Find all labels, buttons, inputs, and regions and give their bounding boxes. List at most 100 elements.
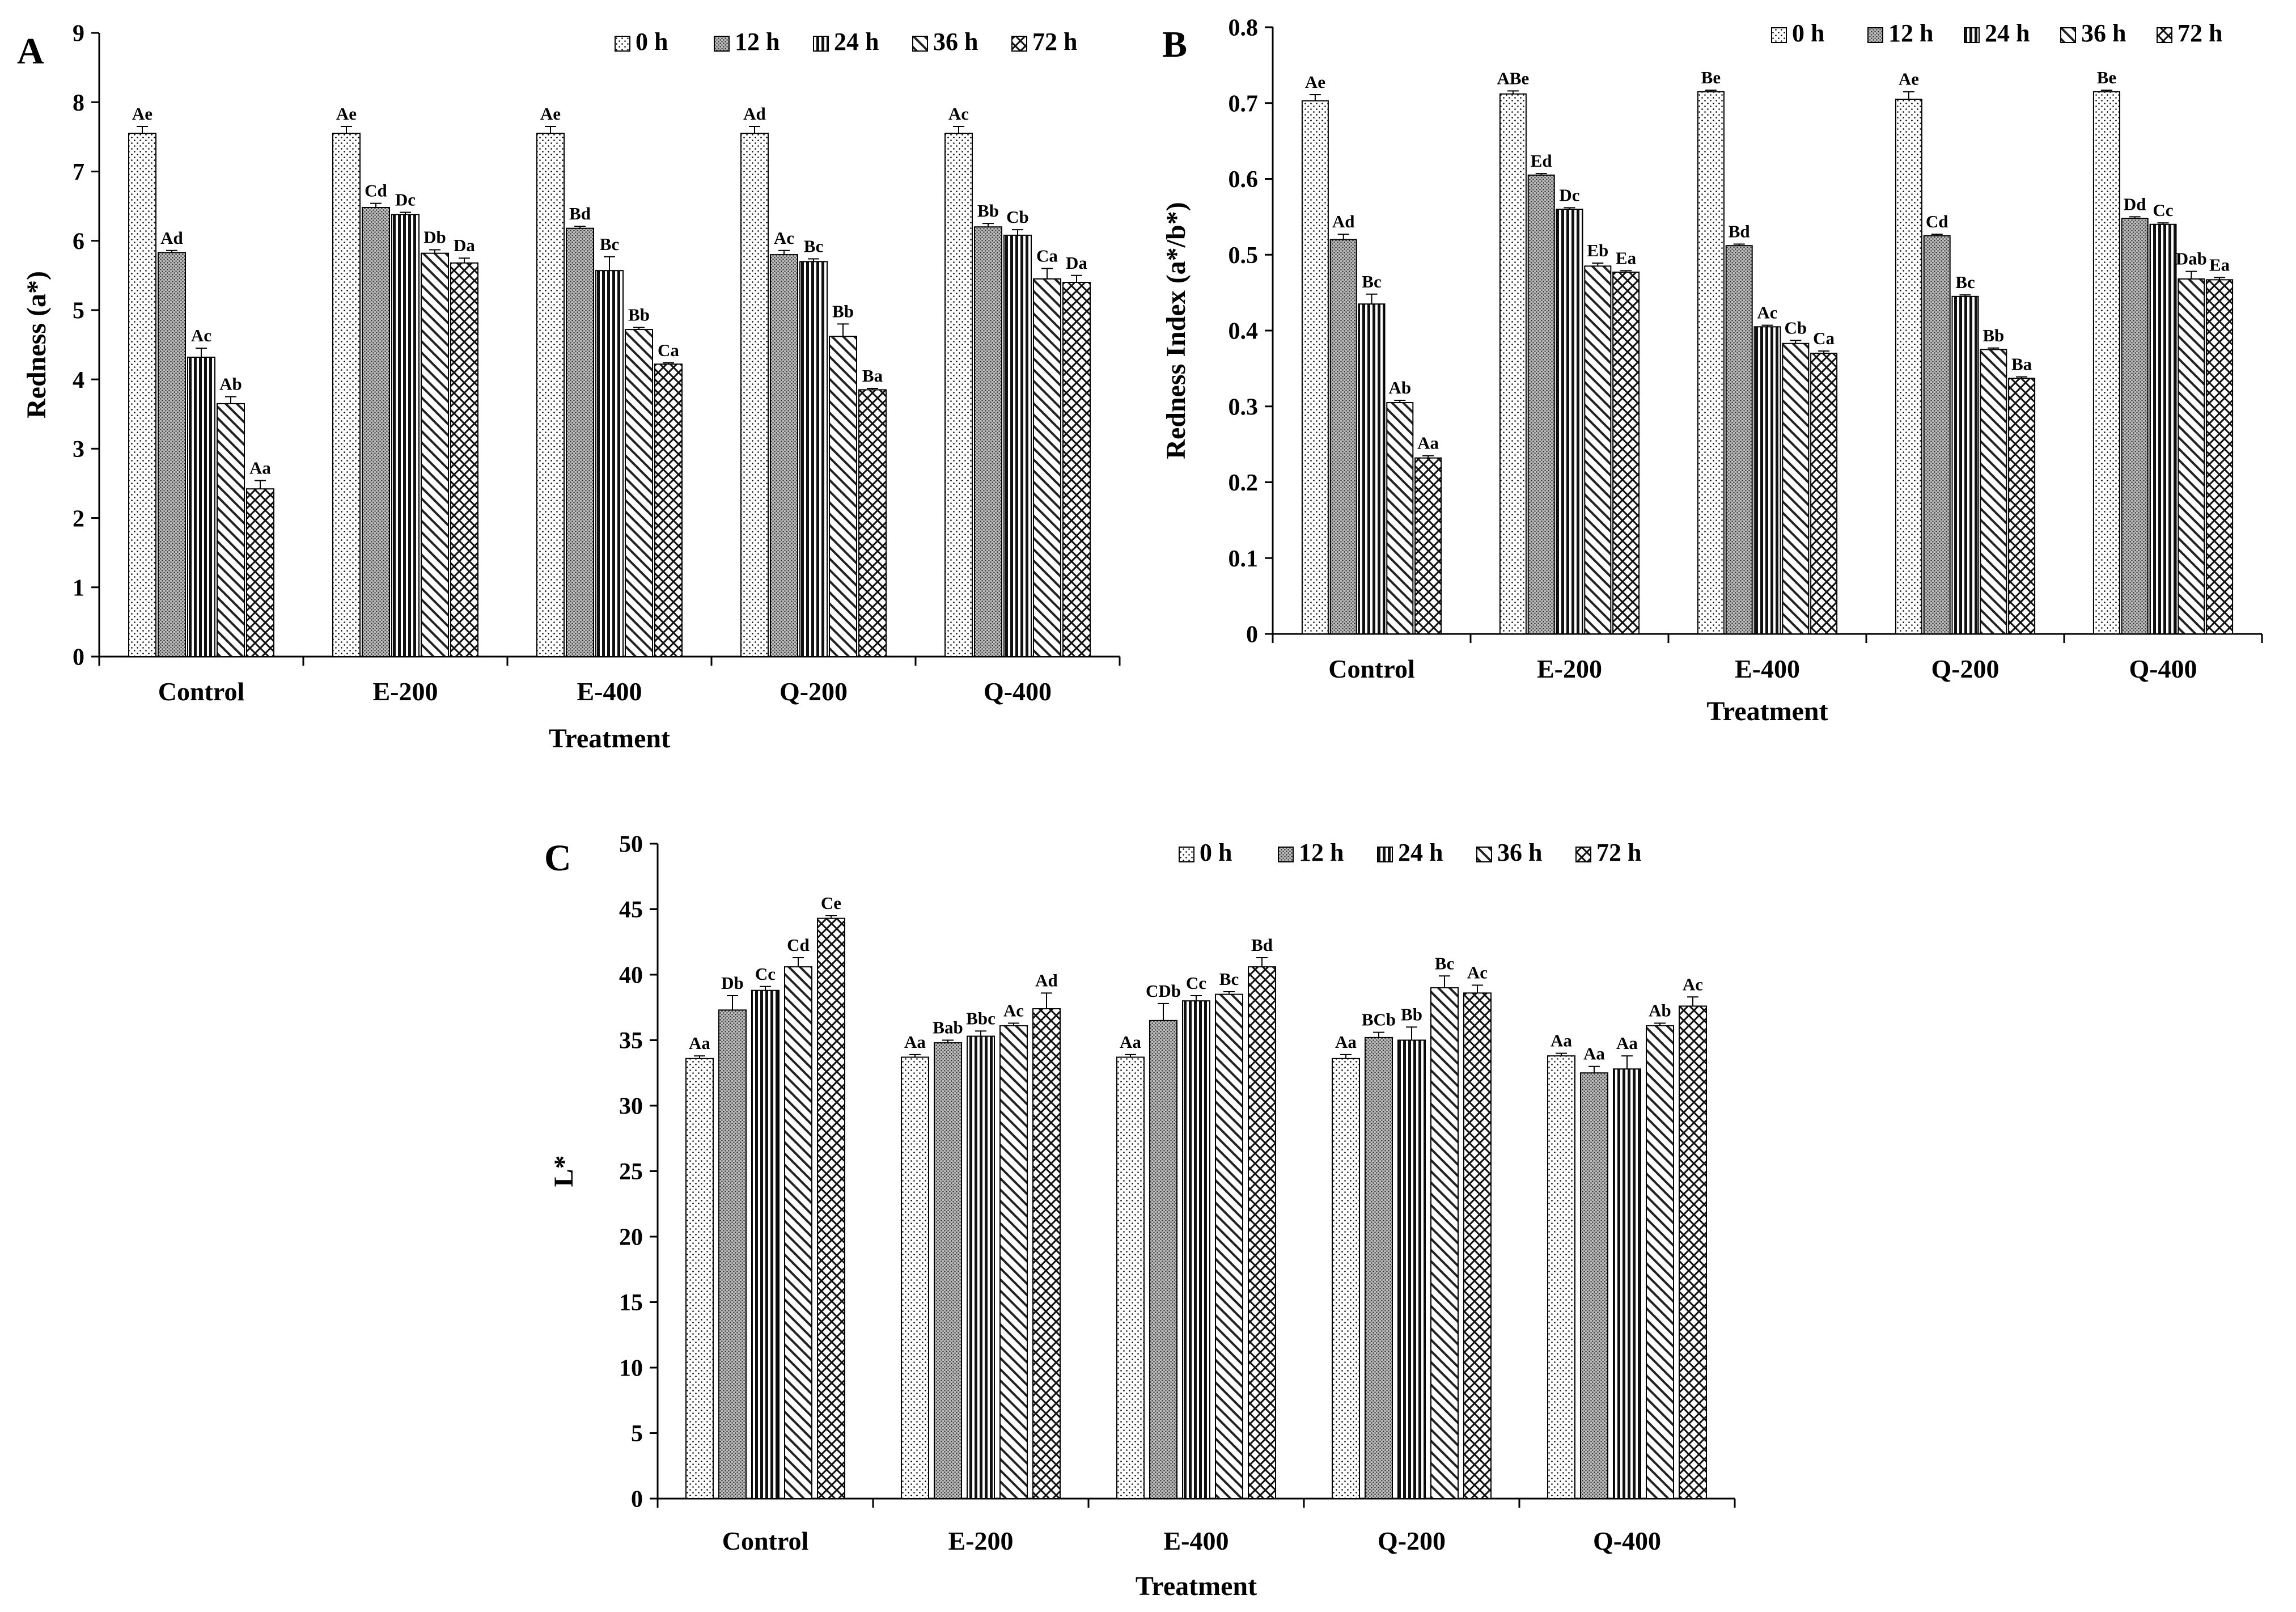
panel-b-bar [1753,326,1781,634]
panel-a-bar-label: Ae [540,104,561,124]
panel-a-bar [1062,282,1091,657]
panel-b-bar-label: Bc [1362,272,1381,291]
panel-b-bar-label: Aa [1417,433,1439,453]
panel-b-bar-label: Be [2097,67,2116,87]
panel-c-bar [1580,1072,1608,1499]
panel-a-legend-swatch [1011,36,1027,52]
panel-b-category-label: Q-200 [1931,654,1999,683]
panel-a-bar [450,262,478,657]
panel-c-y-tick-label: 20 [619,1225,643,1251]
panel-a-legend-swatch [615,36,630,52]
panel-c-bar-label: CDb [1146,981,1181,1001]
panel-b-bar [1612,272,1640,634]
panel-b-y-tick-label: 0 [1246,622,1258,648]
panel-b-bar [2149,223,2177,634]
panel-b-bar [1556,209,1583,634]
panel-a-bar [625,329,653,657]
panel-b-bar-label: Ea [2209,255,2230,274]
panel-a-legend-label: 36 h [933,28,978,56]
panel-c-legend-swatch [1476,847,1492,862]
panel-a-bar-label: Aa [249,458,271,478]
panel-b-bar-label: Dab [2176,249,2207,269]
panel-c-bar [1397,1039,1426,1499]
panel-c-bar [1547,1055,1575,1499]
panel-b-letter: B [1162,24,1187,65]
panel-b-bar-label: Eb [1587,240,1608,260]
panel-a-y-tick-label: 9 [73,21,84,47]
panel-a-y-tick-label: 4 [73,367,84,394]
panel-b-y-tick-label: 0.4 [1229,319,1259,345]
panel-c-bar [1679,1005,1707,1499]
panel-a-bar-label: Bb [628,304,650,324]
panel-c-bar-label: BCb [1362,1010,1396,1030]
panel-c-bar [934,1042,962,1499]
panel-c-bar-label: Aa [1335,1032,1357,1052]
panel-b-bar-label: Dc [1559,185,1579,205]
panel-c-bar-label: Bbc [966,1008,996,1028]
panel-a-bar-label: Ac [774,228,794,248]
panel-c-bar [1215,993,1243,1499]
panel-a-bar-label: Bd [569,204,591,223]
panel-a-bar-label: Cb [1006,207,1029,227]
panel-a-bar [128,133,156,657]
panel-b-category-label: E-400 [1735,654,1800,683]
panel-b-legend-swatch [2157,27,2172,43]
panel-c-category-label: Control [722,1526,809,1555]
panel-b-legend-label: 72 h [2178,19,2222,47]
panel-a-bar-label: Ba [862,366,883,386]
panel-b-bar [1923,235,1951,634]
panel-c-legend-label: 12 h [1299,839,1344,866]
panel-a-bar [566,227,594,657]
panel-b-bar-label: Bb [1982,325,2004,345]
panel-a-bar-label: Ca [1036,246,1058,266]
panel-a-bar [536,133,565,657]
panel-a-bar [974,226,1002,657]
panel-c-bar-label: Db [721,973,744,993]
panel-a-bar [187,357,215,657]
panel-a-bar-label: Bc [804,236,823,256]
panel-a-bar [332,133,361,657]
panel-a-y-tick-label: 3 [73,437,84,463]
panel-a-bar-label: Ad [160,228,183,248]
panel-a-y-tick-label: 6 [73,229,84,255]
panel-a-bar [217,403,245,658]
panel-c-legend: 0 h 12 h 24 h 36 h 72 h [1179,839,1641,866]
panel-c-legend-label: 72 h [1596,839,1641,866]
panel-b-category-label: Control [1328,654,1415,683]
panel-b-bar [1499,93,1527,634]
panel-a-category-label: Q-400 [984,677,1052,706]
panel-c-category-label: E-200 [948,1526,1014,1555]
panel-a-bar [421,252,449,657]
panel-a-letter: A [17,31,44,72]
panel-c-bar-label: Ad [1035,970,1058,990]
panel-a-category-label: Q-200 [780,677,848,706]
panel-b-bar-label: Ba [2011,354,2032,374]
panel-c-plot: 0 5 10 15 20 25 30 35 40 45 50 Control E-200 E-400 Q-2… [549,832,1736,1601]
panel-c-legend-swatch [1179,847,1194,862]
panel-c-bar-label: Aa [1120,1032,1141,1052]
panel-a-bar-label: Dc [395,190,416,210]
panel-c: C 0 5 10 15 20 25 30 35 40 45 50 Control E-200 E-400 Q… [544,832,1736,1601]
panel-c-bar [1149,1019,1177,1499]
panel-c-bar-label: Ce [821,893,841,913]
panel-a-bar [858,389,887,657]
panel-c-bar [1365,1036,1393,1499]
panel-b-bar [1895,99,1922,634]
panel-b-bar-label: Ac [1757,303,1777,323]
panel-c-y-axis-title: L* [549,1155,579,1187]
panel-c-y-tick-label: 45 [619,897,643,923]
panel-c-bar-label: Bc [1219,969,1239,989]
panel-b-bar [2178,278,2205,634]
panel-b-y-tick-label: 0.3 [1229,394,1259,420]
panel-b-y-tick-label: 0.8 [1229,15,1259,41]
panel-c-bar-label: Aa [1583,1044,1605,1064]
panel-a-y-tick-label: 2 [73,506,84,532]
panel-a-bar [829,336,857,657]
panel-b-y-tick-label: 0.5 [1229,243,1259,269]
panel-a-legend-swatch [912,36,928,52]
panel-a-legend-label: 24 h [834,28,879,56]
panel-a-x-axis-title: Treatment [549,724,670,754]
panel-c-bar [718,1009,747,1499]
panel-c-bar [817,917,845,1500]
